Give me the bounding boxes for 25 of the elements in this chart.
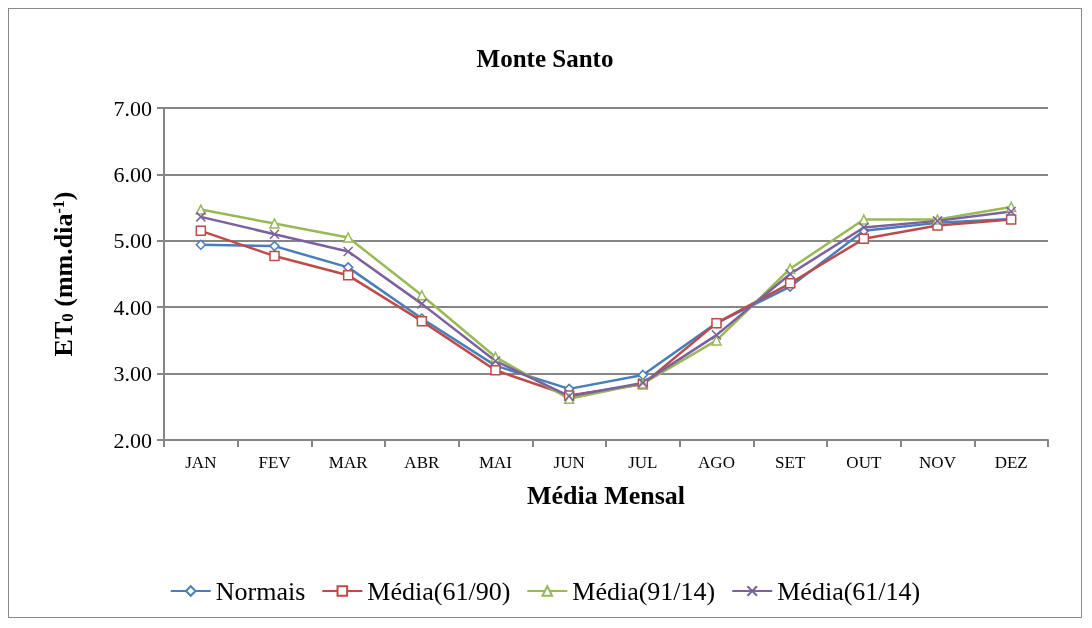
x-axis-title: Média Mensal (526, 480, 686, 510)
x-tick-label: JAN (185, 453, 217, 472)
chart-title: Monte Santo (476, 45, 614, 72)
x-tick-label: NOV (919, 453, 957, 472)
y-tick-label: 6.00 (113, 161, 152, 187)
x-tick-label: JUL (628, 453, 658, 472)
y-tick-label: 5.00 (113, 228, 152, 254)
legend-label: Normais (215, 576, 306, 606)
y-tick-label: 4.00 (113, 294, 152, 320)
x-tick-label: ABR (404, 453, 440, 472)
legend-label: Média(61/14) (777, 576, 921, 606)
y-tick-label: 7.00 (113, 95, 152, 121)
x-tick-label: JUN (553, 453, 585, 472)
legend-label: Média(61/90) (367, 576, 511, 606)
x-tick-label: AGO (698, 453, 735, 472)
x-tick-label: DEZ (994, 453, 1028, 472)
y-axis-title: ET0 (mm.dia-1) (48, 191, 78, 357)
x-tick-label: MAI (478, 453, 513, 472)
x-tick-label: FEV (258, 453, 292, 472)
x-tick-label: MAR (328, 453, 369, 472)
y-tick-label: 2.00 (113, 427, 152, 453)
legend-label: Média(91/14) (572, 576, 716, 606)
x-tick-label: SET (775, 453, 806, 472)
x-tick-label: OUT (846, 453, 882, 472)
y-tick-label: 3.00 (113, 361, 152, 387)
